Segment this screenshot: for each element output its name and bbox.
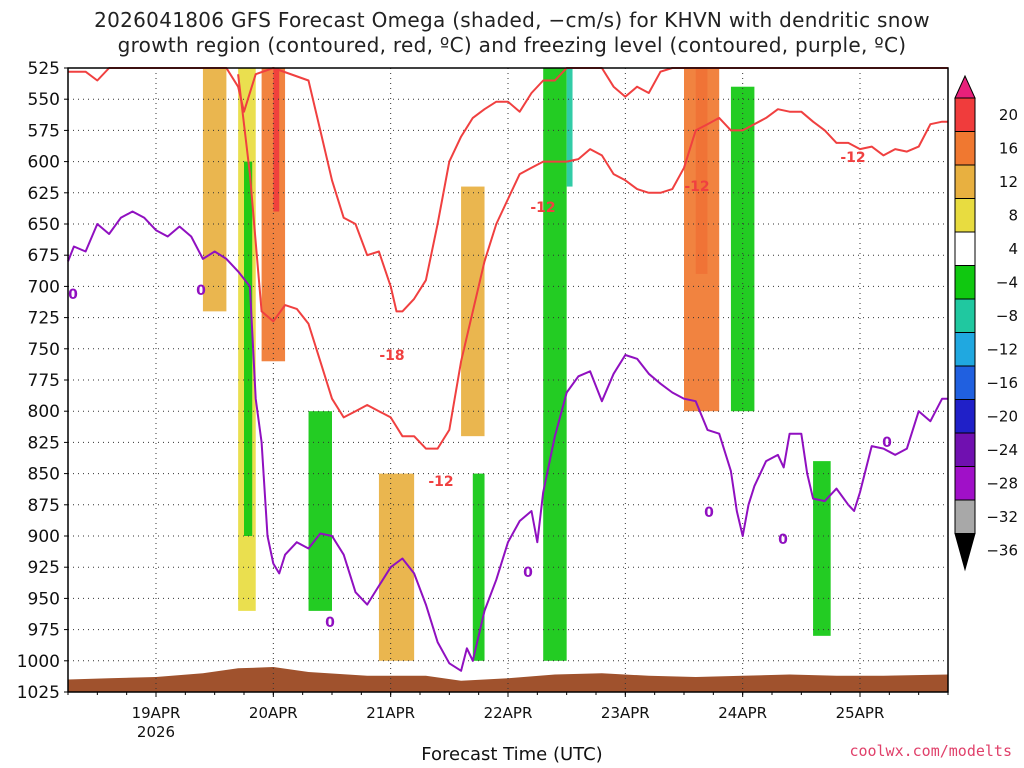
colorbar-swatch [954, 466, 976, 501]
x-tick-label: 25APR [836, 704, 885, 722]
freezing-level-contour [67, 210, 948, 672]
y-tick-label: 1000 [17, 652, 60, 672]
chart-title-line-2: growth region (contoured, red, ºC) and f… [117, 33, 907, 57]
colorbar-swatch [954, 198, 976, 233]
contour-label: -18 [379, 348, 404, 364]
x-tick-label: 22APR [484, 704, 533, 722]
x-year-label: 2026 [137, 723, 175, 741]
y-tick-label: 800 [28, 402, 60, 422]
colorbar-label: −24 [986, 441, 1018, 459]
x-tick-label: 24APR [718, 704, 767, 722]
colorbar-label: −36 [986, 542, 1018, 560]
y-tick-label: 700 [28, 277, 60, 297]
terrain-fill [68, 667, 948, 692]
y-tick-label: 625 [28, 184, 60, 204]
colorbar-label: −20 [986, 408, 1018, 426]
terrain-layer [68, 667, 948, 692]
contour-label: -12 [840, 150, 865, 166]
x-tick-label: 19APR [132, 704, 181, 722]
colorbar-swatch [954, 499, 976, 534]
colorbar-bottom-arrow [954, 533, 976, 572]
omega-cell [813, 461, 831, 636]
colorbar-label: 8 [1008, 207, 1018, 225]
colorbar-swatch [954, 97, 976, 132]
y-tick-label: 925 [28, 558, 60, 578]
y-tick-label: 950 [28, 589, 60, 609]
contour-label: -12 [530, 200, 555, 216]
y-tick-label: 550 [28, 90, 60, 110]
colorbar-label: 20 [999, 106, 1018, 124]
omega-cell [273, 68, 280, 212]
omega-cell [543, 68, 567, 661]
contour-label: 0 [68, 287, 78, 303]
colorbar-label: −4 [996, 274, 1018, 292]
omega-cell [202, 68, 227, 312]
gridlines [68, 68, 948, 692]
x-axis-title: Forecast Time (UTC) [421, 744, 603, 765]
colorbar: 20 16 12 8 4 −4 −8 −12 −16 −20 −24 −28 −32 −36 [954, 74, 1018, 572]
contour-label: 0 [196, 283, 206, 299]
y-tick-label: 675 [28, 246, 60, 266]
colorbar-label: 16 [999, 140, 1018, 158]
colorbar-swatch [954, 399, 976, 434]
contour-lines [67, 67, 948, 672]
y-tick-label: 1025 [17, 683, 60, 703]
colorbar-label: 12 [999, 173, 1018, 191]
y-tick-label: 850 [28, 465, 60, 485]
colorbar-label: −8 [996, 307, 1018, 325]
y-tick-label: 750 [28, 340, 60, 360]
omega-cell [566, 68, 573, 187]
y-tick-label: 825 [28, 433, 60, 453]
colorbar-top-arrow [954, 74, 976, 99]
contour-label: 0 [523, 565, 533, 581]
y-tick-label: 650 [28, 215, 60, 235]
y-tick-label: 525 [28, 59, 60, 79]
y-tick-label: 875 [28, 496, 60, 516]
contour-label: -12 [428, 474, 453, 490]
colorbar-label: −16 [986, 374, 1018, 392]
y-tick-label: 575 [28, 121, 60, 141]
omega-cell [684, 68, 720, 412]
y-tick-label: 900 [28, 527, 60, 547]
colorbar-label: −28 [986, 475, 1018, 493]
colorbar-label: 4 [1008, 240, 1018, 258]
y-tick-label: 725 [28, 309, 60, 329]
y-tick-label: 600 [28, 153, 60, 173]
dgz-top-contour [68, 67, 948, 313]
contour-labels: 0 0 0 0 0 0 0 -18 -12 -12 -12 -12 [68, 150, 892, 631]
x-tick-label: 21APR [366, 704, 415, 722]
y-tick-label: 775 [28, 371, 60, 391]
axes: 525 550 575 600 625 650 675 700 725 750 775 800 825 8… [17, 59, 949, 741]
colorbar-swatch [954, 265, 976, 300]
colorbar-swatch [954, 432, 976, 467]
colorbar-swatch [954, 231, 976, 266]
contour-label: -12 [684, 179, 709, 195]
colorbar-label: −12 [986, 341, 1018, 359]
chart-title-line-1: 2026041806 GFS Forecast Omega (shaded, −… [94, 8, 930, 32]
x-tick-label: 20APR [249, 704, 298, 722]
dgz-bottom-contour [237, 74, 948, 450]
contour-label: 0 [882, 435, 892, 451]
x-tick-label: 23APR [601, 704, 650, 722]
credit-link[interactable]: coolwx.com/modelts [849, 742, 1012, 760]
colorbar-swatch [954, 332, 976, 367]
omega-cell [308, 411, 332, 611]
colorbar-label: −32 [986, 508, 1018, 526]
contour-label: 0 [325, 615, 335, 631]
colorbar-swatch [954, 365, 976, 400]
colorbar-swatch [954, 164, 976, 199]
contour-label: 0 [704, 505, 714, 521]
colorbar-swatch [954, 298, 976, 333]
colorbar-swatch [954, 131, 976, 166]
contour-label: 0 [778, 532, 788, 548]
y-tick-label: 975 [28, 621, 60, 641]
